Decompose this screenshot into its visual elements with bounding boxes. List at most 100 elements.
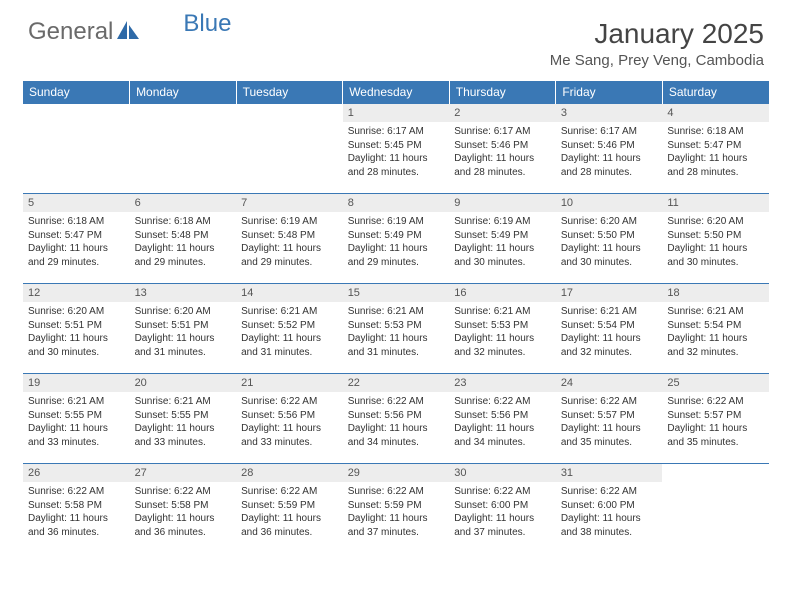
- daylight-line: Daylight: 11 hours and 34 minutes.: [454, 422, 551, 449]
- day-cell: 10Sunrise: 6:20 AMSunset: 5:50 PMDayligh…: [556, 194, 663, 284]
- day-cell: 28Sunrise: 6:22 AMSunset: 5:59 PMDayligh…: [236, 464, 343, 554]
- sunset-line: Sunset: 5:54 PM: [561, 319, 658, 333]
- header: General Blue January 2025 Me Sang, Prey …: [0, 0, 792, 75]
- daylight-line: Daylight: 11 hours and 33 minutes.: [241, 422, 338, 449]
- day-content: Sunrise: 6:21 AMSunset: 5:55 PMDaylight:…: [23, 392, 130, 452]
- day-cell: 30Sunrise: 6:22 AMSunset: 6:00 PMDayligh…: [449, 464, 556, 554]
- day-cell: 8Sunrise: 6:19 AMSunset: 5:49 PMDaylight…: [343, 194, 450, 284]
- sunset-line: Sunset: 5:58 PM: [28, 499, 125, 513]
- day-number: 24: [556, 374, 663, 392]
- day-number: 3: [556, 104, 663, 122]
- daylight-line: Daylight: 11 hours and 33 minutes.: [28, 422, 125, 449]
- sunset-line: Sunset: 5:59 PM: [348, 499, 445, 513]
- sunrise-line: Sunrise: 6:22 AM: [241, 395, 338, 409]
- daylight-line: Daylight: 11 hours and 30 minutes.: [28, 332, 125, 359]
- day-number: 14: [236, 284, 343, 302]
- day-number: 1: [343, 104, 450, 122]
- daylight-line: Daylight: 11 hours and 29 minutes.: [241, 242, 338, 269]
- day-cell: 12Sunrise: 6:20 AMSunset: 5:51 PMDayligh…: [23, 284, 130, 374]
- day-number: 29: [343, 464, 450, 482]
- dayheader-saturday: Saturday: [662, 81, 769, 104]
- day-cell: [662, 464, 769, 554]
- daylight-line: Daylight: 11 hours and 31 minutes.: [348, 332, 445, 359]
- day-cell: 6Sunrise: 6:18 AMSunset: 5:48 PMDaylight…: [130, 194, 237, 284]
- day-content: Sunrise: 6:22 AMSunset: 6:00 PMDaylight:…: [556, 482, 663, 542]
- sunrise-line: Sunrise: 6:17 AM: [454, 125, 551, 139]
- day-content: Sunrise: 6:22 AMSunset: 5:58 PMDaylight:…: [23, 482, 130, 542]
- daylight-line: Daylight: 11 hours and 37 minutes.: [454, 512, 551, 539]
- day-cell: [130, 104, 237, 194]
- sunset-line: Sunset: 5:45 PM: [348, 139, 445, 153]
- daylight-line: Daylight: 11 hours and 38 minutes.: [561, 512, 658, 539]
- day-content: Sunrise: 6:21 AMSunset: 5:52 PMDaylight:…: [236, 302, 343, 362]
- day-cell: 2Sunrise: 6:17 AMSunset: 5:46 PMDaylight…: [449, 104, 556, 194]
- sunrise-line: Sunrise: 6:22 AM: [454, 395, 551, 409]
- daylight-line: Daylight: 11 hours and 28 minutes.: [454, 152, 551, 179]
- title-block: January 2025 Me Sang, Prey Veng, Cambodi…: [550, 18, 764, 69]
- logo-text-2: Blue: [183, 10, 231, 38]
- daylight-line: Daylight: 11 hours and 29 minutes.: [135, 242, 232, 269]
- sunrise-line: Sunrise: 6:21 AM: [561, 305, 658, 319]
- day-content: Sunrise: 6:22 AMSunset: 5:56 PMDaylight:…: [449, 392, 556, 452]
- day-number: 5: [23, 194, 130, 212]
- day-content: Sunrise: 6:22 AMSunset: 6:00 PMDaylight:…: [449, 482, 556, 542]
- daylight-line: Daylight: 11 hours and 30 minutes.: [561, 242, 658, 269]
- dayheader-row: SundayMondayTuesdayWednesdayThursdayFrid…: [23, 81, 769, 104]
- day-content: Sunrise: 6:22 AMSunset: 5:59 PMDaylight:…: [236, 482, 343, 542]
- day-content: Sunrise: 6:21 AMSunset: 5:53 PMDaylight:…: [343, 302, 450, 362]
- day-number: 10: [556, 194, 663, 212]
- day-cell: 24Sunrise: 6:22 AMSunset: 5:57 PMDayligh…: [556, 374, 663, 464]
- daylight-line: Daylight: 11 hours and 30 minutes.: [667, 242, 764, 269]
- week-row: 19Sunrise: 6:21 AMSunset: 5:55 PMDayligh…: [23, 374, 769, 464]
- day-cell: 1Sunrise: 6:17 AMSunset: 5:45 PMDaylight…: [343, 104, 450, 194]
- daylight-line: Daylight: 11 hours and 36 minutes.: [28, 512, 125, 539]
- sunrise-line: Sunrise: 6:22 AM: [561, 395, 658, 409]
- day-cell: 20Sunrise: 6:21 AMSunset: 5:55 PMDayligh…: [130, 374, 237, 464]
- sunset-line: Sunset: 5:49 PM: [454, 229, 551, 243]
- daylight-line: Daylight: 11 hours and 31 minutes.: [135, 332, 232, 359]
- sunset-line: Sunset: 5:53 PM: [454, 319, 551, 333]
- day-content: Sunrise: 6:18 AMSunset: 5:47 PMDaylight:…: [23, 212, 130, 272]
- sunset-line: Sunset: 5:48 PM: [135, 229, 232, 243]
- day-number: 23: [449, 374, 556, 392]
- sunrise-line: Sunrise: 6:17 AM: [348, 125, 445, 139]
- sunrise-line: Sunrise: 6:20 AM: [561, 215, 658, 229]
- sunset-line: Sunset: 5:47 PM: [667, 139, 764, 153]
- day-content: Sunrise: 6:18 AMSunset: 5:48 PMDaylight:…: [130, 212, 237, 272]
- day-cell: 18Sunrise: 6:21 AMSunset: 5:54 PMDayligh…: [662, 284, 769, 374]
- day-number: 16: [449, 284, 556, 302]
- day-cell: [23, 104, 130, 194]
- daylight-line: Daylight: 11 hours and 37 minutes.: [348, 512, 445, 539]
- sunrise-line: Sunrise: 6:22 AM: [454, 485, 551, 499]
- dayheader-tuesday: Tuesday: [236, 81, 343, 104]
- day-cell: 4Sunrise: 6:18 AMSunset: 5:47 PMDaylight…: [662, 104, 769, 194]
- daylight-line: Daylight: 11 hours and 29 minutes.: [28, 242, 125, 269]
- week-row: 26Sunrise: 6:22 AMSunset: 5:58 PMDayligh…: [23, 464, 769, 554]
- sunrise-line: Sunrise: 6:22 AM: [348, 395, 445, 409]
- sunrise-line: Sunrise: 6:21 AM: [28, 395, 125, 409]
- dayheader-friday: Friday: [556, 81, 663, 104]
- sunrise-line: Sunrise: 6:17 AM: [561, 125, 658, 139]
- day-content: Sunrise: 6:21 AMSunset: 5:54 PMDaylight:…: [662, 302, 769, 362]
- day-content: Sunrise: 6:19 AMSunset: 5:49 PMDaylight:…: [343, 212, 450, 272]
- sunrise-line: Sunrise: 6:21 AM: [454, 305, 551, 319]
- sunset-line: Sunset: 5:49 PM: [348, 229, 445, 243]
- sunset-line: Sunset: 5:46 PM: [454, 139, 551, 153]
- dayheader-monday: Monday: [130, 81, 237, 104]
- day-cell: 31Sunrise: 6:22 AMSunset: 6:00 PMDayligh…: [556, 464, 663, 554]
- sunrise-line: Sunrise: 6:18 AM: [135, 215, 232, 229]
- sunrise-line: Sunrise: 6:22 AM: [28, 485, 125, 499]
- day-number: 22: [343, 374, 450, 392]
- sunrise-line: Sunrise: 6:18 AM: [667, 125, 764, 139]
- sunset-line: Sunset: 5:51 PM: [28, 319, 125, 333]
- day-cell: 27Sunrise: 6:22 AMSunset: 5:58 PMDayligh…: [130, 464, 237, 554]
- daylight-line: Daylight: 11 hours and 32 minutes.: [561, 332, 658, 359]
- day-number: 27: [130, 464, 237, 482]
- day-cell: 23Sunrise: 6:22 AMSunset: 5:56 PMDayligh…: [449, 374, 556, 464]
- sunrise-line: Sunrise: 6:21 AM: [348, 305, 445, 319]
- sunrise-line: Sunrise: 6:22 AM: [135, 485, 232, 499]
- day-number: 6: [130, 194, 237, 212]
- sunrise-line: Sunrise: 6:20 AM: [667, 215, 764, 229]
- sunrise-line: Sunrise: 6:21 AM: [135, 395, 232, 409]
- day-content: Sunrise: 6:18 AMSunset: 5:47 PMDaylight:…: [662, 122, 769, 182]
